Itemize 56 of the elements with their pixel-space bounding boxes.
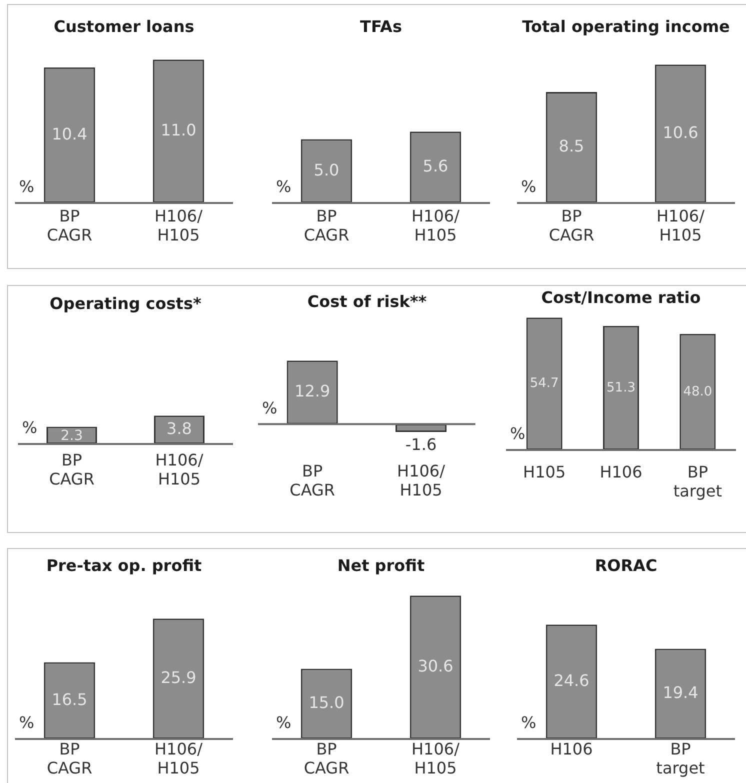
x-tick-label: H106/H105 — [155, 451, 204, 490]
chart-title: TFAs — [360, 17, 402, 36]
data-label: 10.4 — [52, 124, 88, 144]
chart-title: Pre-tax op. profit — [46, 556, 202, 576]
chart-title: RORAC — [594, 556, 658, 576]
data-label: 19.4 — [662, 683, 698, 702]
chart-title: Cost/Income ratio — [541, 288, 701, 308]
y-axis-title: % — [22, 418, 38, 438]
x-tick-label: BP target — [656, 740, 705, 778]
x-tick-label: H106/H105 — [154, 207, 204, 246]
data-label: 51.3 — [606, 380, 636, 396]
y-axis-title: % — [19, 178, 34, 197]
x-tick-label: BP CAGR — [548, 207, 594, 246]
chart-title: Customer loans — [54, 17, 194, 36]
x-tick-label: H106/H105 — [656, 207, 706, 246]
x-tick-label: H105 — [523, 463, 566, 482]
data-label: 15.0 — [308, 693, 344, 712]
x-tick-label: BP CAGR — [49, 451, 94, 490]
y-axis-title: % — [276, 714, 292, 733]
data-label: 25.9 — [160, 668, 196, 688]
x-tick-label: BP CAGR — [304, 740, 350, 778]
y-axis-title: % — [276, 178, 292, 197]
y-axis-title: % — [19, 714, 34, 733]
x-tick-label: H106/H105 — [397, 462, 446, 500]
x-tick-label: BP CAGR — [290, 462, 336, 500]
data-label: 8.5 — [558, 137, 584, 156]
x-tick-label: BP CAGR — [46, 207, 92, 246]
data-label: -1.6 — [405, 436, 437, 455]
x-tick-label: H106/H105 — [412, 740, 460, 778]
chart-title: Operating costs* — [50, 294, 202, 314]
x-tick-label: BP CAGR — [304, 207, 350, 246]
data-label: 2.3 — [60, 428, 83, 444]
data-label: 16.5 — [52, 690, 88, 710]
data-label: 48.0 — [683, 384, 712, 400]
x-tick-label: H106/H105 — [154, 740, 204, 778]
data-label: 30.6 — [418, 656, 454, 676]
chart-title: Net profit — [337, 556, 425, 576]
chart-title: Total operating income — [522, 17, 730, 36]
x-tick-label: BP CAGR — [46, 740, 92, 778]
x-tick-label: BP target — [673, 463, 722, 502]
chart-title: Cost of risk** — [307, 292, 428, 312]
x-tick-label: H106 — [600, 463, 642, 482]
data-label: 11.0 — [160, 120, 196, 140]
data-label: 5.0 — [314, 160, 340, 180]
data-label: 12.9 — [294, 382, 330, 401]
y-axis-title: % — [510, 424, 526, 444]
y-axis-title: % — [521, 714, 536, 733]
data-label: 5.6 — [422, 156, 448, 176]
y-axis-title: % — [521, 178, 536, 197]
data-label: 10.6 — [662, 123, 698, 142]
y-axis-title: % — [262, 398, 278, 418]
x-tick-label: H106 — [550, 740, 593, 760]
data-label: 54.7 — [530, 376, 559, 392]
data-label: 3.8 — [166, 419, 192, 438]
x-tick-label: H106/H105 — [412, 207, 460, 246]
data-label: 24.6 — [554, 671, 590, 690]
